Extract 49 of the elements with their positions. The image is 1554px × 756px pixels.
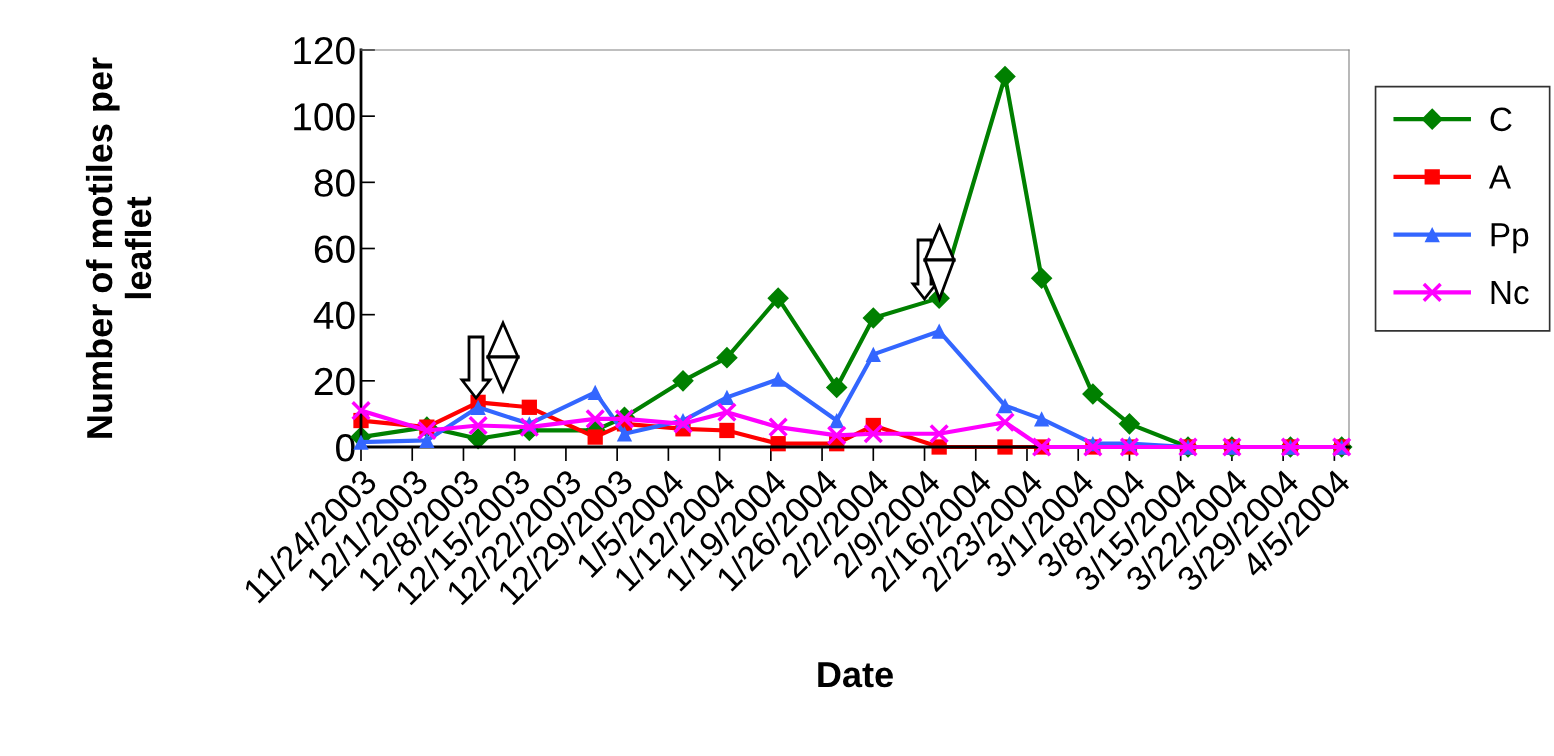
point bbox=[929, 423, 950, 444]
x-axis-title: Date bbox=[818, 662, 893, 688]
point bbox=[716, 346, 738, 369]
point bbox=[825, 376, 848, 399]
point bbox=[719, 389, 735, 406]
point bbox=[997, 398, 1013, 414]
point bbox=[521, 399, 537, 415]
point bbox=[1030, 267, 1053, 290]
point bbox=[994, 412, 1016, 433]
legend-label: C bbox=[1490, 107, 1512, 132]
point bbox=[768, 417, 789, 438]
point bbox=[467, 427, 489, 450]
point bbox=[719, 422, 735, 439]
legend-label: Pp bbox=[1491, 223, 1529, 254]
point bbox=[616, 426, 633, 442]
y-tick-label: 20 bbox=[314, 367, 355, 396]
point bbox=[826, 425, 847, 446]
point bbox=[863, 423, 884, 444]
legend-label: Nc bbox=[1491, 281, 1529, 305]
y-tick-label: 60 bbox=[314, 235, 355, 263]
point bbox=[585, 408, 606, 429]
y-tick-label: 0 bbox=[336, 433, 355, 462]
point bbox=[994, 65, 1016, 88]
point bbox=[470, 399, 486, 415]
y-tick-label: 120 bbox=[294, 36, 355, 65]
point bbox=[997, 439, 1013, 455]
y-tick-label: 80 bbox=[314, 169, 355, 197]
point bbox=[587, 384, 603, 401]
point bbox=[587, 429, 603, 445]
point bbox=[1033, 411, 1050, 427]
point bbox=[767, 287, 789, 309]
point bbox=[865, 346, 881, 363]
point bbox=[416, 420, 437, 441]
point bbox=[419, 432, 435, 449]
y-axis-title: Number of motiles per leaflet bbox=[85, 57, 152, 438]
point bbox=[350, 400, 372, 421]
point bbox=[672, 413, 694, 434]
point bbox=[672, 370, 694, 392]
point bbox=[1118, 413, 1141, 435]
y-tick-label: 40 bbox=[313, 301, 355, 330]
point bbox=[468, 415, 489, 436]
point bbox=[862, 307, 885, 329]
point bbox=[1082, 383, 1104, 405]
point bbox=[770, 371, 786, 387]
point bbox=[931, 323, 947, 339]
legend-label: A bbox=[1488, 165, 1512, 189]
y-tick-label: 100 bbox=[294, 103, 355, 131]
point bbox=[716, 402, 737, 423]
point bbox=[829, 412, 845, 429]
